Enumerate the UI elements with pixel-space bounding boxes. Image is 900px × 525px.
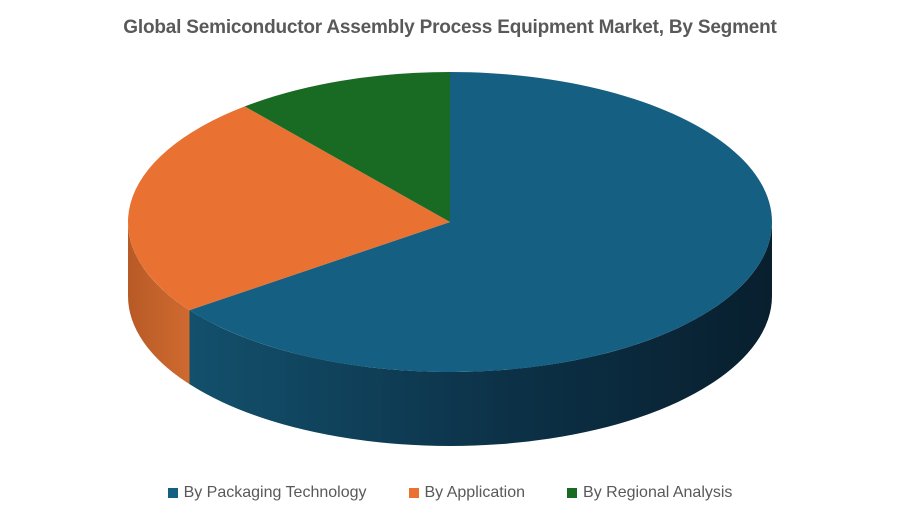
legend-swatch-packaging [167, 488, 178, 498]
legend-item-packaging[interactable]: By Packaging Technology [167, 484, 367, 502]
slice-application[interactable] [127, 106, 450, 311]
legend-label-packaging: By Packaging Technology [183, 484, 367, 501]
legend-item-regional[interactable]: By Regional Analysis [567, 484, 732, 502]
legend-label-application: By Application [424, 484, 526, 501]
slice-packaging[interactable] [189, 72, 773, 372]
legend-swatch-application [408, 488, 419, 498]
slice-side-application [128, 222, 190, 385]
chart-title: Global Semiconductor Assembly Process Eq… [123, 17, 777, 38]
slice-side-packaging [189, 222, 772, 446]
legend-swatch-regional [567, 488, 578, 498]
legend: By Packaging Technology By Application B… [0, 484, 900, 502]
legend-label-regional: By Regional Analysis [583, 484, 733, 501]
legend-item-application[interactable]: By Application [408, 484, 526, 502]
slice-regional[interactable] [244, 72, 450, 222]
